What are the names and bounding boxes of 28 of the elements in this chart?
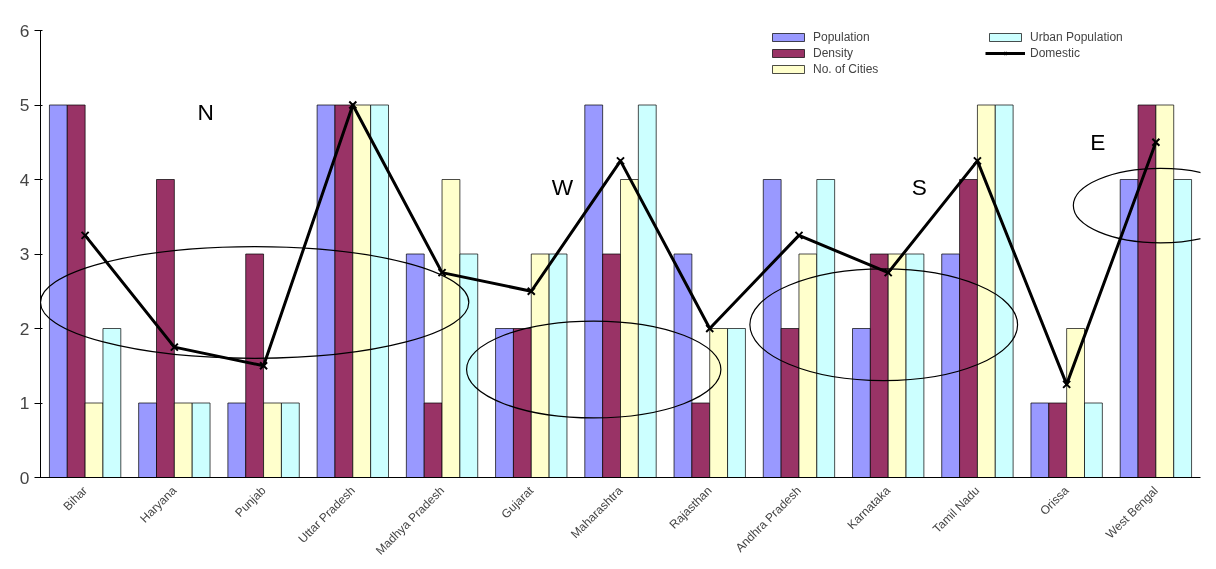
point [169, 342, 179, 352]
point [259, 361, 269, 371]
y-tick-label: 6 [19, 20, 30, 41]
point [1151, 137, 1161, 147]
point [348, 100, 358, 110]
point [1062, 379, 1072, 389]
point [794, 230, 804, 240]
annotation: N [197, 99, 214, 126]
legend-label: Domestic [1030, 46, 1081, 60]
y-tick-label: 4 [19, 169, 30, 190]
y-tick-label: 2 [19, 318, 30, 339]
legend-label: Urban Population [1030, 30, 1124, 44]
annotation: E [1090, 129, 1106, 156]
legend-label: Population [813, 30, 871, 44]
y-tick-label: 5 [19, 95, 30, 115]
legend-label: Density [813, 46, 854, 60]
point [615, 156, 626, 166]
annotation: S [911, 173, 927, 200]
y-tick-label: 1 [19, 393, 30, 413]
legend-label: No. of Cities [813, 62, 880, 76]
point [972, 156, 982, 166]
point [883, 268, 893, 278]
point [526, 286, 536, 296]
y-tick-label: 0 [19, 467, 30, 488]
y-tick-label: 3 [19, 244, 30, 264]
annotation: W [551, 173, 574, 200]
point [80, 230, 90, 240]
point [437, 268, 447, 278]
